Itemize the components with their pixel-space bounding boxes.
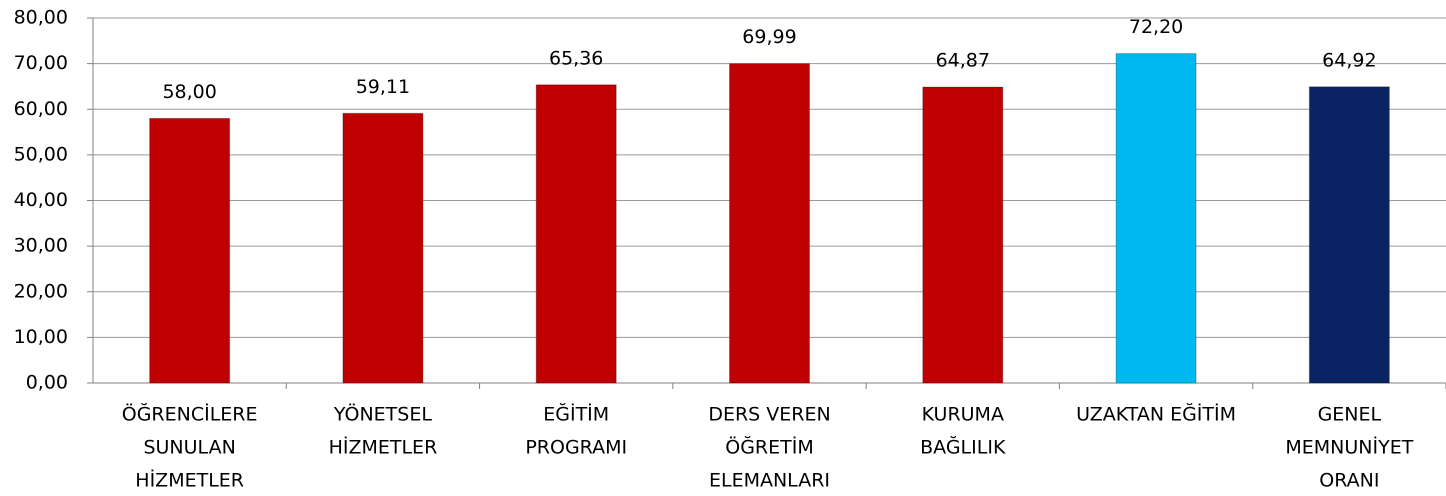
x-tick-label: EĞİTİM <box>543 402 609 426</box>
y-tick-label: 20,00 <box>14 280 68 302</box>
x-tick-label: BAĞLILIK <box>920 435 1006 459</box>
x-tick-label: ÖĞRENCİLERE <box>122 402 258 426</box>
bar <box>1115 53 1197 384</box>
y-tick-label: 10,00 <box>14 326 68 348</box>
x-tick-label: HİZMETLER <box>329 436 438 459</box>
x-tick-label: HİZMETLER <box>135 469 244 492</box>
bar <box>1308 86 1390 384</box>
value-label: 69,99 <box>742 26 796 48</box>
value-label: 64,87 <box>936 50 990 72</box>
y-tick-label: 70,00 <box>14 52 68 74</box>
bar <box>535 84 617 384</box>
bar <box>729 63 810 384</box>
x-tick-label: UZAKTAN EĞİTİM <box>1076 402 1236 426</box>
value-label: 64,92 <box>1322 49 1376 71</box>
y-tick-label: 50,00 <box>14 143 68 165</box>
x-tick-label: ORANI <box>1319 470 1379 492</box>
value-label: 58,00 <box>162 81 216 103</box>
value-label: 65,36 <box>549 47 603 69</box>
y-tick-label: 0,00 <box>26 372 68 394</box>
x-tick-label: KURUMA <box>922 404 1004 426</box>
y-tick-label: 30,00 <box>14 235 68 257</box>
x-tick-label: GENEL <box>1318 404 1382 426</box>
value-label: 59,11 <box>356 76 410 98</box>
y-tick-label: 60,00 <box>14 98 68 120</box>
value-label: 72,20 <box>1129 16 1183 38</box>
bar <box>342 112 424 384</box>
x-tick-label: DERS VEREN <box>708 404 830 426</box>
x-tick-label: ELEMANLARI <box>709 470 830 492</box>
y-tick-label: 40,00 <box>14 189 68 211</box>
x-tick-label: MEMNUNİYET <box>1285 436 1413 459</box>
x-tick-label: SUNULAN <box>143 437 235 459</box>
x-tick-label: PROGRAMI <box>525 437 627 459</box>
x-tick-label: YÖNETSEL <box>333 403 432 426</box>
y-tick-label: 80,00 <box>14 7 68 29</box>
bar <box>922 86 1004 384</box>
x-tick-label: ÖĞRETİM <box>725 435 814 459</box>
bar <box>149 117 231 384</box>
